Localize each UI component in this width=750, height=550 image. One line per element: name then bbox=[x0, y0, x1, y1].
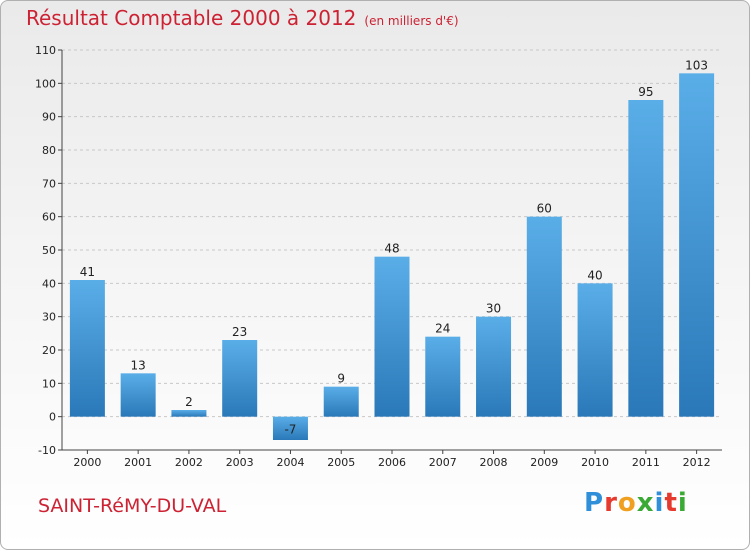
bar-value-label: 95 bbox=[638, 85, 653, 99]
y-tick-label: 110 bbox=[35, 44, 56, 57]
logo-letter: t bbox=[664, 488, 678, 518]
bar bbox=[526, 216, 562, 417]
logo-letter: i bbox=[677, 488, 688, 518]
bar-value-label: 13 bbox=[131, 358, 146, 372]
axes: -10 0 10 20 30 40 50 60 70 80 90 100 110 2000 2001 2002… bbox=[35, 44, 722, 469]
x-tick-label: 2012 bbox=[683, 456, 711, 469]
y-tick-label: 40 bbox=[42, 277, 56, 290]
bar-value-label: 41 bbox=[80, 265, 95, 279]
bar-value-label: 40 bbox=[587, 268, 602, 282]
y-tick-label: 0 bbox=[49, 411, 56, 424]
x-tick-label: 2000 bbox=[73, 456, 101, 469]
y-tick-label: 60 bbox=[42, 211, 56, 224]
bar bbox=[679, 73, 715, 417]
bar bbox=[69, 280, 105, 417]
bars bbox=[69, 73, 715, 440]
bar bbox=[222, 340, 258, 417]
x-tick-label: 2004 bbox=[276, 456, 304, 469]
x-tick-label: 2006 bbox=[378, 456, 406, 469]
bar-value-label: 60 bbox=[537, 202, 552, 216]
y-tick-label: 30 bbox=[42, 311, 56, 324]
logo-letter: x bbox=[636, 488, 655, 518]
logo-letter: i bbox=[654, 488, 665, 518]
bar bbox=[425, 336, 461, 417]
bar-value-label: 103 bbox=[685, 58, 708, 72]
bar bbox=[323, 386, 359, 417]
bar bbox=[577, 283, 613, 417]
x-tick-label: 2011 bbox=[632, 456, 660, 469]
y-tick-label: 70 bbox=[42, 177, 56, 190]
chart-title: Résultat Comptable 2000 à 2012 (en millie… bbox=[26, 6, 459, 30]
x-tick-label: 2010 bbox=[581, 456, 609, 469]
bar bbox=[120, 373, 156, 417]
y-tick-label: 10 bbox=[42, 377, 56, 390]
bar-value-label: 48 bbox=[384, 242, 399, 256]
proxiti-logo: Proxiti bbox=[584, 488, 688, 518]
chart-title-text: Résultat Comptable 2000 à 2012 bbox=[26, 6, 357, 30]
bar bbox=[476, 316, 512, 417]
y-tick-label: 100 bbox=[35, 77, 56, 90]
x-tick-label: 2009 bbox=[530, 456, 558, 469]
logo-letter: r bbox=[604, 488, 618, 518]
y-tick-label: 90 bbox=[42, 111, 56, 124]
bar bbox=[171, 410, 207, 417]
bar bbox=[374, 256, 410, 417]
x-tick-label: 2005 bbox=[327, 456, 355, 469]
logo-letter: o bbox=[617, 488, 637, 518]
bar bbox=[272, 416, 308, 440]
bar-value-label: 2 bbox=[185, 395, 193, 409]
bar-value-label: 24 bbox=[435, 322, 450, 336]
x-tick-label: 2008 bbox=[480, 456, 508, 469]
chart-unit: (en milliers d'€) bbox=[364, 14, 459, 28]
x-tick-label: 2001 bbox=[124, 456, 152, 469]
bar-value-label: 9 bbox=[337, 372, 345, 386]
bar-value-label: 30 bbox=[486, 302, 501, 316]
logo-letter: P bbox=[584, 488, 605, 518]
bar-value-label: 23 bbox=[232, 325, 247, 339]
bar-value-label: -7 bbox=[284, 423, 296, 437]
y-tick-label: 80 bbox=[42, 144, 56, 157]
commune-name: SAINT-RéMY-DU-VAL bbox=[38, 495, 227, 517]
x-tick-label: 2007 bbox=[429, 456, 457, 469]
bar bbox=[628, 100, 664, 417]
value-labels: 41 13 2 23 -7 9 48 24 30 60 40 95 103 bbox=[80, 58, 708, 436]
y-tick-label: 50 bbox=[42, 244, 56, 257]
x-tick-label: 2002 bbox=[175, 456, 203, 469]
y-tick-label: -10 bbox=[38, 444, 56, 457]
y-tick-label: 20 bbox=[42, 344, 56, 357]
x-tick-label: 2003 bbox=[226, 456, 254, 469]
